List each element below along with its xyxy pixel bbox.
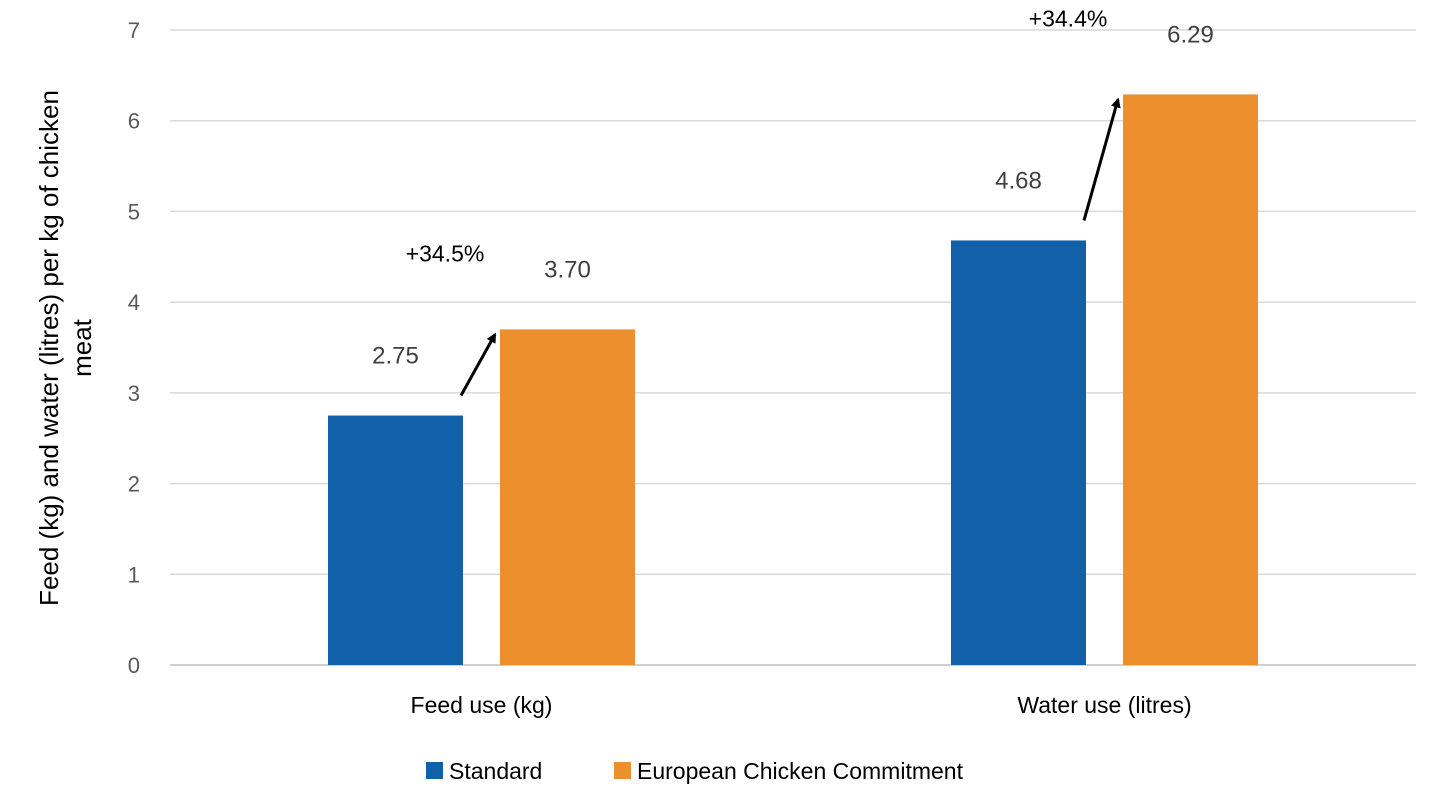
y-tick-label: 3 <box>128 381 140 406</box>
category-label: Feed use (kg) <box>411 692 553 718</box>
data-label: 4.68 <box>995 167 1042 194</box>
bar-standard-1 <box>951 240 1086 665</box>
increase-arrow <box>1082 97 1121 221</box>
y-axis-ticks: 0 1 2 3 4 5 6 7 <box>128 18 140 678</box>
y-tick-label: 0 <box>128 653 140 678</box>
bar-standard-0 <box>328 415 463 665</box>
y-axis-title: Feed (kg) and water (litres) per kg of c… <box>34 90 97 606</box>
data-label: 2.75 <box>372 343 419 370</box>
y-tick-label: 6 <box>128 109 140 134</box>
legend-label: European Chicken Commitment <box>637 758 964 784</box>
data-label: 3.70 <box>544 256 591 283</box>
y-tick-label: 4 <box>128 290 140 315</box>
y-axis-title-line: meat <box>67 318 97 377</box>
legend: Standard European Chicken Commitment <box>426 758 964 784</box>
increase-arrow <box>459 332 497 397</box>
increase-percent-label: +34.4% <box>1029 5 1108 31</box>
increase-percent-label: +34.5% <box>406 240 485 266</box>
y-tick-label: 1 <box>128 562 140 587</box>
legend-swatch <box>426 762 443 779</box>
data-labels: 2.75 3.70 4.68 6.29 <box>372 21 1214 369</box>
y-axis-title-line: Feed (kg) and water (litres) per kg of c… <box>34 90 64 606</box>
annotations: +34.5% +34.4% <box>406 5 1121 397</box>
y-tick-label: 2 <box>128 472 140 497</box>
y-tick-label: 7 <box>128 18 140 43</box>
data-label: 6.29 <box>1167 21 1214 48</box>
legend-label: Standard <box>449 758 542 784</box>
bars <box>328 94 1258 665</box>
bar-european-chicken-commitment-1 <box>1123 94 1258 665</box>
bar-european-chicken-commitment-0 <box>500 329 635 665</box>
legend-swatch <box>614 762 631 779</box>
y-tick-label: 5 <box>128 199 140 224</box>
x-axis-labels: Feed use (kg) Water use (litres) <box>411 692 1192 718</box>
category-label: Water use (litres) <box>1017 692 1191 718</box>
